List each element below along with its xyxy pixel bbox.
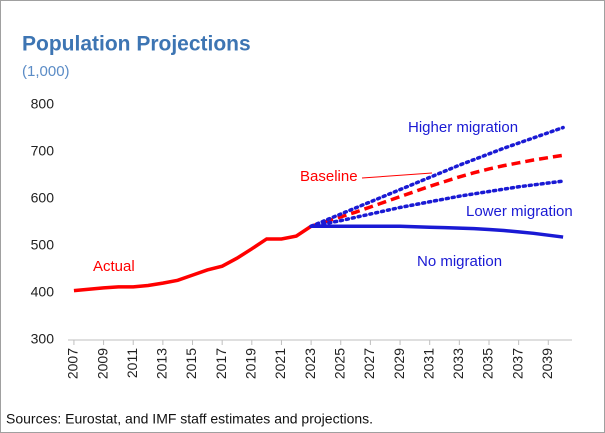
y-tick-label: 800: [31, 96, 55, 112]
y-tick-label: 600: [31, 190, 55, 206]
x-tick-label: 2017: [213, 348, 229, 379]
chart-title: Population Projections: [22, 33, 251, 56]
x-tick-label: 2015: [183, 348, 199, 379]
x-tick-label: 2019: [243, 348, 259, 379]
series-label: Actual: [93, 258, 135, 275]
x-tick-label: 2011: [124, 348, 140, 378]
y-tick-label: 700: [31, 143, 55, 159]
y-tick-label: 300: [31, 331, 55, 347]
series-label: Lower migration: [466, 203, 573, 220]
x-tick-label: 2007: [65, 348, 81, 379]
x-tick-label: 2027: [361, 348, 377, 379]
x-tick-label: 2035: [480, 348, 496, 379]
source-note: Sources: Eurostat, and IMF staff estimat…: [6, 411, 373, 427]
chart-subtitle: (1,000): [22, 63, 70, 80]
x-tick-label: 2009: [94, 348, 110, 379]
x-tick-label: 2023: [302, 348, 318, 379]
x-tick-label: 2031: [420, 348, 436, 379]
series-label: Baseline: [300, 168, 358, 185]
series-line: [310, 153, 564, 228]
x-tick-label: 2029: [391, 348, 407, 379]
x-tick-label: 2013: [154, 348, 170, 379]
label-pointer: [361, 172, 433, 179]
x-tick-label: 2021: [272, 348, 288, 379]
series-label: Higher migration: [408, 119, 518, 136]
x-tick-label: 2039: [539, 348, 555, 379]
x-tick-label: 2037: [509, 348, 525, 379]
series-label: No migration: [417, 253, 502, 270]
x-tick-label: 2025: [331, 348, 347, 379]
series-line: [309, 179, 565, 229]
y-tick-label: 400: [31, 284, 55, 300]
series-line: [309, 125, 565, 229]
y-tick-label: 500: [31, 237, 55, 253]
series-line: [311, 224, 564, 239]
series-line: [73, 224, 313, 293]
x-tick-label: 2033: [450, 348, 466, 379]
